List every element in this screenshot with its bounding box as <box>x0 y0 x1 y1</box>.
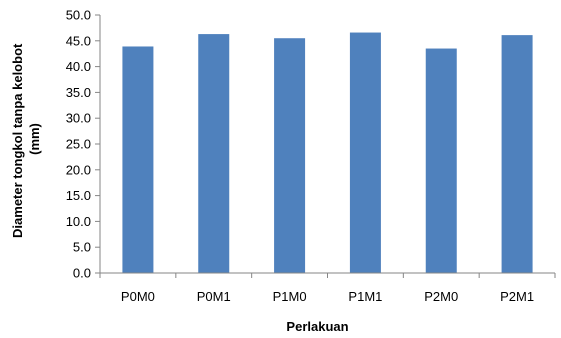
y-tick-label: 50.0 <box>66 8 91 23</box>
bar-p0m0 <box>122 46 154 274</box>
x-tick-label-p0m1: P0M1 <box>197 289 231 304</box>
y-axis-title-line-1: Diameter tongkol tanpa kelobot <box>10 43 25 238</box>
x-tick-label-p1m0: P1M0 <box>273 289 307 304</box>
y-tick-label: 25.0 <box>66 137 91 152</box>
bar-p1m1 <box>349 32 381 273</box>
y-tick-label: 10.0 <box>66 214 91 229</box>
y-axis-title: Diameter tongkol tanpa kelobot (mm) <box>10 40 42 238</box>
x-tick-label-p2m1: P2M1 <box>500 289 534 304</box>
bar-p2m1 <box>501 35 533 274</box>
bars-layer <box>122 32 533 274</box>
y-tick-label: 15.0 <box>66 188 91 203</box>
x-tick-label-p2m0: P2M0 <box>424 289 458 304</box>
bar-p1m0 <box>274 38 306 273</box>
bar-p0m1 <box>198 34 230 274</box>
y-axis-title-line-2: (mm) <box>27 123 42 155</box>
axes-layer <box>95 14 556 278</box>
x-tick-labels: P0M0 P0M1 P1M0 P1M1 P2M0 P2M1 <box>121 289 534 304</box>
y-tick-label: 35.0 <box>66 85 91 100</box>
bar-p2m0 <box>425 48 457 273</box>
x-axis-title: Perlakuan <box>286 319 348 334</box>
x-tick-label-p0m0: P0M0 <box>121 289 155 304</box>
y-tick-label: 5.0 <box>73 240 91 255</box>
x-tick-label-p1m1: P1M1 <box>348 289 382 304</box>
y-tick-label: 20.0 <box>66 162 91 177</box>
y-tick-label: 30.0 <box>66 111 91 126</box>
y-tick-label: 40.0 <box>66 59 91 74</box>
y-tick-labels: 0.0 5.0 10.0 15.0 20.0 25.0 30.0 35.0 40.0 45.0 50… <box>66 8 91 281</box>
y-tick-label: 0.0 <box>73 266 91 281</box>
y-tick-label: 45.0 <box>66 33 91 48</box>
